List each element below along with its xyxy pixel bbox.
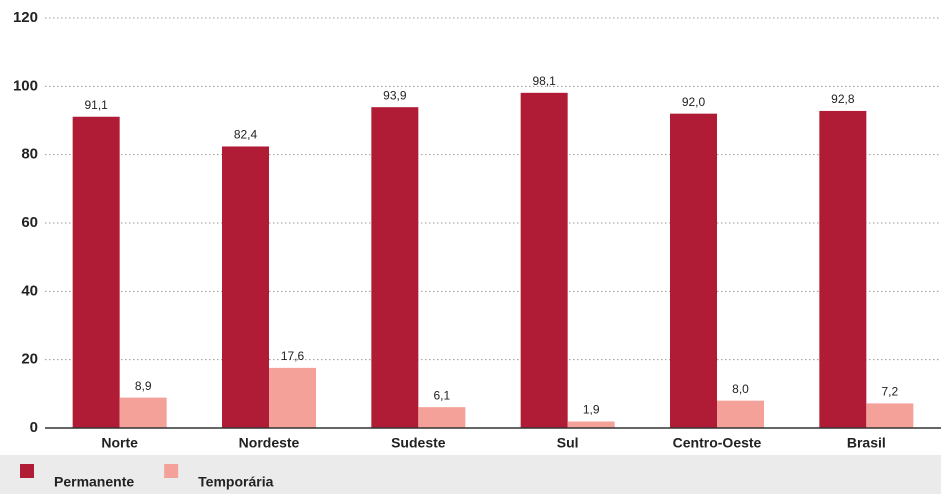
x-tick-label: Centro-Oeste <box>673 435 762 451</box>
value-label: 91,1 <box>84 98 108 112</box>
value-label: 92,0 <box>682 95 706 109</box>
value-label: 92,8 <box>831 92 855 106</box>
bar <box>567 421 615 428</box>
y-tick-label: 80 <box>21 146 38 163</box>
bar <box>866 403 914 428</box>
value-label: 7,2 <box>881 385 898 399</box>
legend-swatch <box>20 464 34 478</box>
value-label: 8,9 <box>135 379 152 393</box>
y-tick-label: 0 <box>30 419 38 436</box>
y-tick-label: 100 <box>13 77 38 94</box>
legend-label: Permanente <box>54 474 134 490</box>
bar <box>670 113 717 429</box>
value-label: 93,9 <box>383 88 407 102</box>
legend-band <box>0 455 941 494</box>
bar <box>222 146 269 428</box>
x-tick-label: Norte <box>101 435 138 451</box>
x-tick-label: Sul <box>557 435 579 451</box>
bar <box>418 407 466 428</box>
y-tick-label: 120 <box>13 9 38 26</box>
bar <box>72 116 120 428</box>
y-tick-label: 20 <box>21 351 38 368</box>
bar <box>520 92 568 428</box>
value-label: 6,1 <box>433 388 450 402</box>
value-label: 17,6 <box>281 349 305 363</box>
value-label: 82,4 <box>234 128 258 142</box>
value-label: 8,0 <box>732 382 749 396</box>
x-tick-label: Brasil <box>847 435 886 451</box>
bar <box>819 110 867 428</box>
value-label: 1,9 <box>583 403 600 417</box>
x-tick-label: Sudeste <box>391 435 446 451</box>
y-tick-label: 60 <box>21 214 38 231</box>
legend-swatch <box>164 464 179 478</box>
bar <box>269 367 316 428</box>
x-tick-label: Nordeste <box>239 435 300 451</box>
bar <box>119 397 167 428</box>
bar <box>371 107 419 429</box>
value-label: 98,1 <box>532 74 556 88</box>
legend-label: Temporária <box>198 474 273 490</box>
y-tick-label: 40 <box>21 282 38 299</box>
bar <box>717 400 764 428</box>
